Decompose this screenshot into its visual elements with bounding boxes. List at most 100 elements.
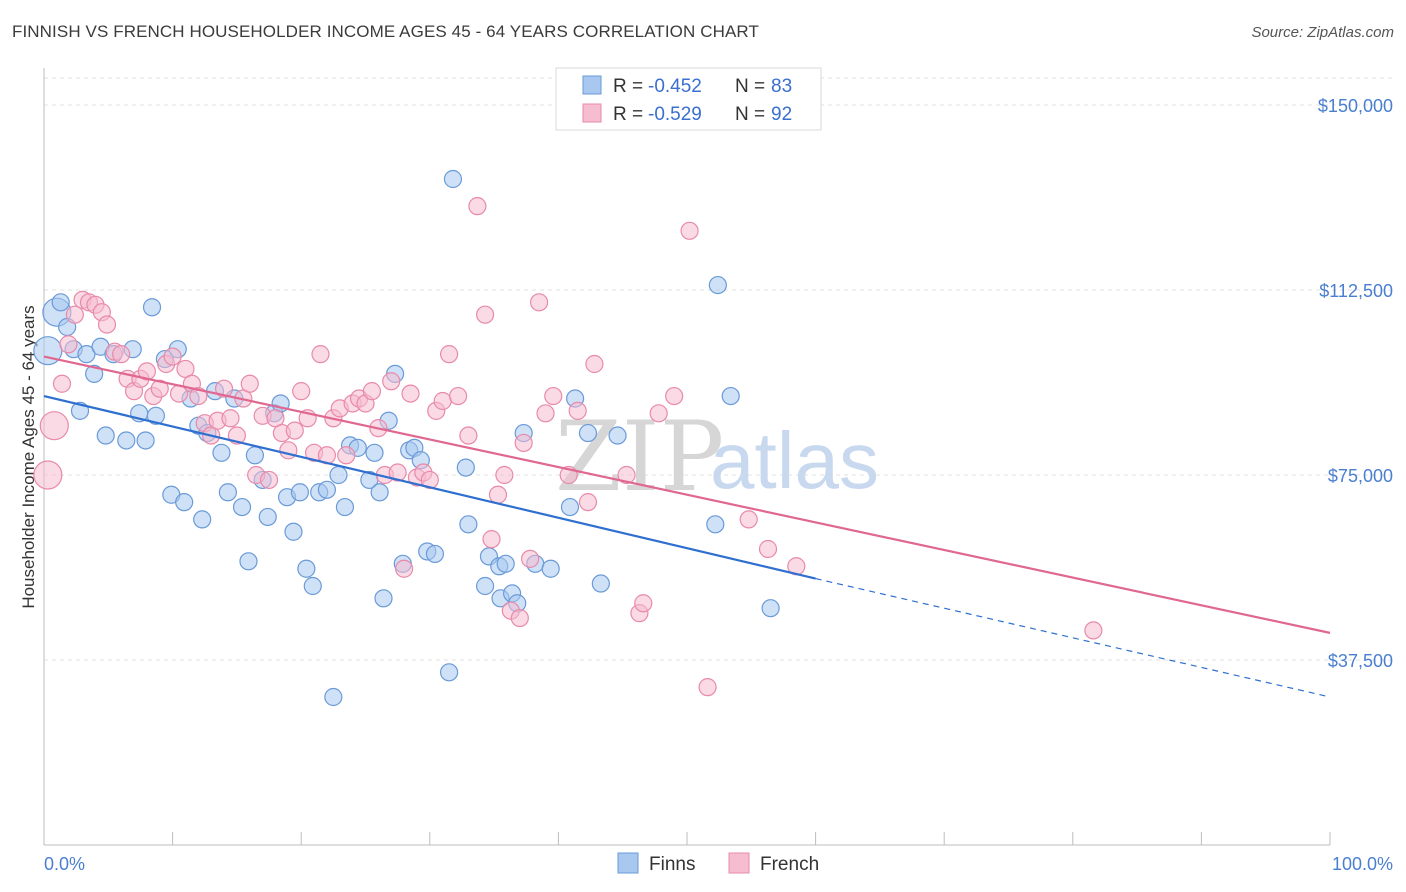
y-tick-label: $37,500 xyxy=(1328,651,1393,671)
finns-point xyxy=(239,552,258,571)
legend-r-value-finns: -0.452 xyxy=(648,76,702,97)
french-point xyxy=(163,347,182,366)
legend-r-label-french: R = xyxy=(613,104,643,125)
french-point xyxy=(189,386,208,406)
finns-point xyxy=(245,446,265,465)
legend-n-label-finns: N = xyxy=(735,76,765,97)
finns-point xyxy=(591,574,610,593)
french-point xyxy=(665,386,684,406)
finns-point xyxy=(303,576,322,596)
french-point xyxy=(739,510,758,529)
trend-lines xyxy=(43,355,1331,698)
french-point xyxy=(97,315,117,334)
french-point xyxy=(448,386,468,406)
legend-n-value-finns: 83 xyxy=(771,76,792,97)
french-point xyxy=(59,335,78,354)
french-point xyxy=(362,382,382,401)
bottom-legend-label-finns: Finns xyxy=(649,854,695,875)
french-point xyxy=(433,391,452,411)
finns-point xyxy=(374,589,393,608)
legend-n-value-french: 92 xyxy=(771,104,792,125)
french-point xyxy=(482,530,501,549)
watermark: ZIP atlas xyxy=(555,401,879,513)
legend-r-value-french: -0.529 xyxy=(648,104,702,125)
french-point xyxy=(112,345,131,364)
french-point xyxy=(475,305,495,324)
x-tick-label-max: 100.0% xyxy=(1332,854,1393,874)
french-point xyxy=(459,426,478,445)
bottom-legend: Finns French xyxy=(617,852,819,875)
watermark-atlas: atlas xyxy=(710,416,879,505)
french-point xyxy=(544,386,563,406)
french-point xyxy=(52,374,72,393)
chart-source: Source: ZipAtlas.com xyxy=(1251,24,1394,41)
french-point xyxy=(150,379,169,398)
french-point xyxy=(617,465,636,485)
french-point xyxy=(259,470,279,490)
legend-swatch-french xyxy=(582,103,602,123)
french-point xyxy=(33,460,63,490)
finns-point xyxy=(329,465,348,485)
finns-point xyxy=(761,599,780,618)
y-tick-label: $112,500 xyxy=(1319,281,1393,301)
french-point xyxy=(585,354,604,374)
french-point xyxy=(382,372,401,391)
finns-point xyxy=(365,443,384,462)
watermark-zip: ZIP xyxy=(555,401,724,513)
french-point xyxy=(758,539,778,559)
french-point xyxy=(468,197,487,216)
finns-point xyxy=(142,298,162,317)
finns-point xyxy=(284,522,303,541)
french-point xyxy=(39,411,69,441)
french-point xyxy=(510,608,529,628)
chart-title: FINNISH VS FRENCH HOUSEHOLDER INCOME AGE… xyxy=(12,22,759,41)
finns-point xyxy=(96,426,115,445)
finns-point xyxy=(297,559,316,578)
bottom-legend-swatch-french xyxy=(728,852,750,874)
finns-point xyxy=(425,544,445,564)
french-point xyxy=(439,345,459,364)
french-point xyxy=(488,485,508,504)
finns-trend-extension xyxy=(815,578,1331,698)
finns-point xyxy=(290,483,310,502)
finns-point xyxy=(708,275,727,295)
finns-point xyxy=(335,497,355,517)
finns-point xyxy=(496,554,515,573)
french-point xyxy=(311,345,330,364)
finns-point xyxy=(541,559,560,578)
french-point xyxy=(530,293,549,312)
grid-lines xyxy=(44,77,1394,661)
finns-trend-line xyxy=(43,394,816,580)
legend-r-label-finns: R = xyxy=(613,76,643,97)
y-tick-label: $75,000 xyxy=(1328,466,1393,486)
bottom-legend-label-french: French xyxy=(760,854,819,875)
french-point xyxy=(65,305,84,324)
french-point xyxy=(680,221,699,240)
finns-point xyxy=(578,423,598,443)
finns-point xyxy=(456,458,475,477)
french-point xyxy=(388,463,407,482)
french-point xyxy=(214,379,234,398)
finns-point xyxy=(136,431,155,450)
finns-point xyxy=(443,169,463,189)
french-point xyxy=(698,678,717,697)
finns-point xyxy=(218,483,237,502)
french-point xyxy=(285,421,304,440)
bottom-legend-swatch-finns xyxy=(617,852,639,874)
finns-points xyxy=(33,169,780,707)
french-point xyxy=(337,446,356,465)
french-point xyxy=(137,362,156,381)
x-axis-ticks xyxy=(43,832,1331,845)
french-point xyxy=(394,559,414,578)
french-point xyxy=(401,384,420,403)
french-point xyxy=(578,493,598,512)
french-point xyxy=(1084,621,1103,640)
french-point xyxy=(649,404,668,423)
finns-point xyxy=(33,336,63,366)
finns-point xyxy=(370,483,389,502)
finns-point xyxy=(117,431,136,450)
finns-point xyxy=(212,443,231,462)
finns-point xyxy=(608,426,627,445)
finns-point xyxy=(77,345,96,364)
finns-point xyxy=(258,507,277,527)
